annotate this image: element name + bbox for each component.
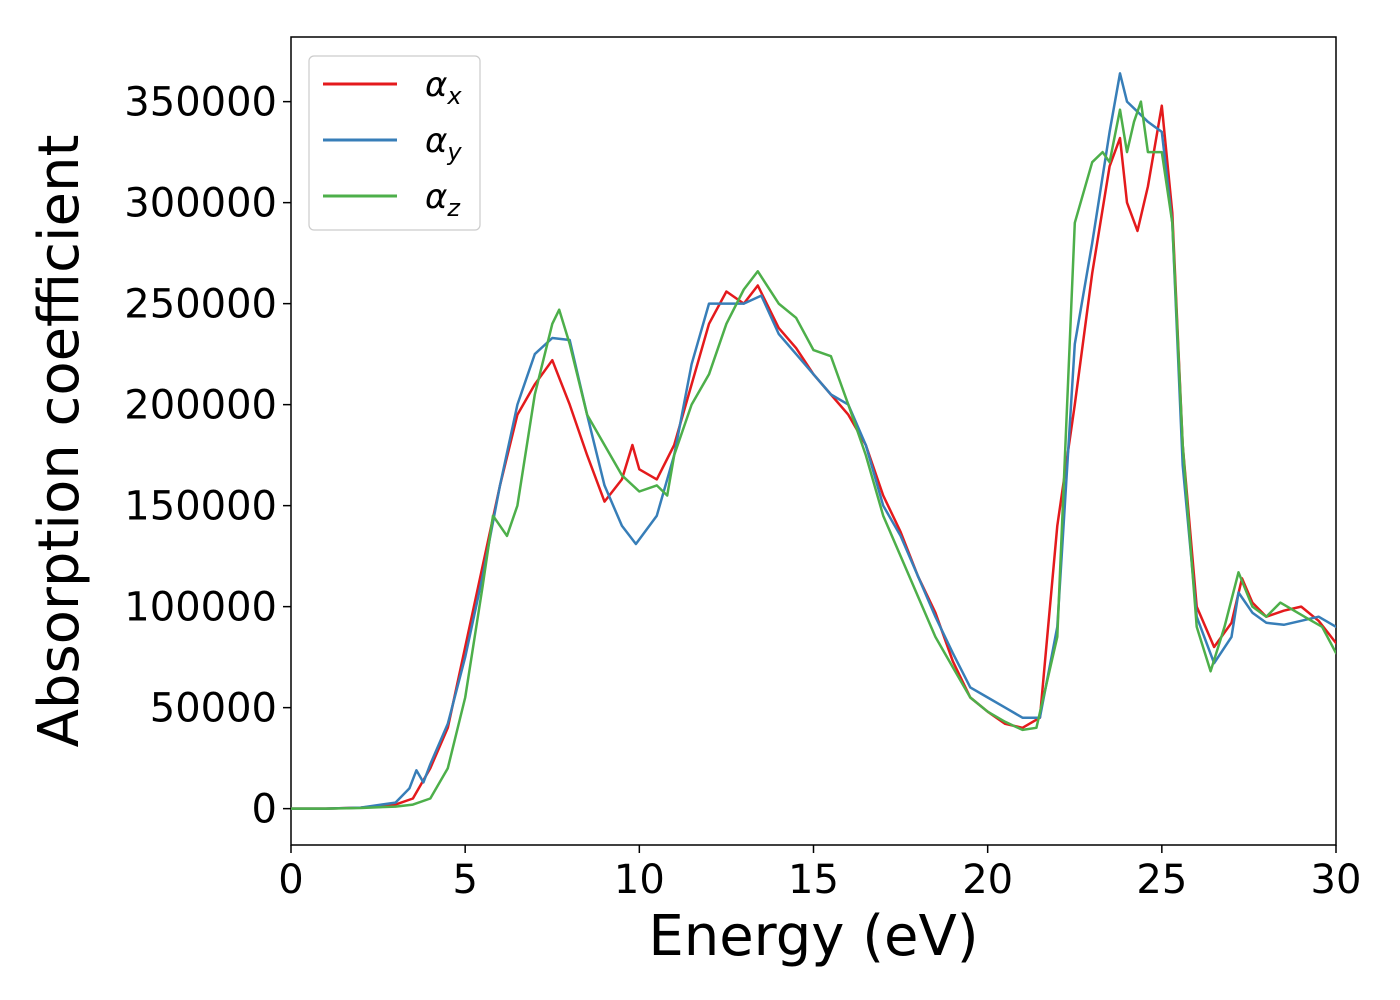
y-tick-label: 50000 — [150, 686, 277, 732]
y-tick-label: 150000 — [124, 484, 277, 530]
x-tick-label: 25 — [1136, 857, 1187, 903]
series-layer — [291, 72, 1336, 810]
y-tick-label: 350000 — [124, 80, 277, 126]
x-tick-label: 10 — [614, 857, 665, 903]
y-tick-label: 0 — [252, 787, 277, 833]
x-tick-label: 20 — [962, 857, 1013, 903]
legend-label-z: αz — [425, 177, 461, 222]
legend-box — [308, 55, 481, 231]
y-axis-ticks: 0 50000 100000 150000 200000 250000 300000 3500… — [124, 80, 291, 833]
y-axis-title: Absorption coefficient — [27, 135, 92, 748]
y-tick-label: 250000 — [124, 282, 277, 328]
legend-label-y: αy — [425, 121, 462, 166]
y-tick-label: 200000 — [124, 383, 277, 429]
series-line-z — [291, 100, 1336, 810]
legend: αx αy αz — [308, 55, 481, 231]
x-axis-title: Energy (eV) — [648, 904, 978, 969]
x-axis-ticks: 0 5 10 15 20 25 30 — [278, 845, 1361, 903]
legend-label-x: αx — [425, 65, 462, 110]
x-tick-label: 0 — [278, 857, 303, 903]
x-tick-label: 30 — [1311, 857, 1362, 903]
y-tick-label: 100000 — [124, 585, 277, 631]
y-tick-label: 300000 — [124, 181, 277, 227]
x-tick-label: 5 — [452, 857, 477, 903]
x-tick-label: 15 — [788, 857, 839, 903]
